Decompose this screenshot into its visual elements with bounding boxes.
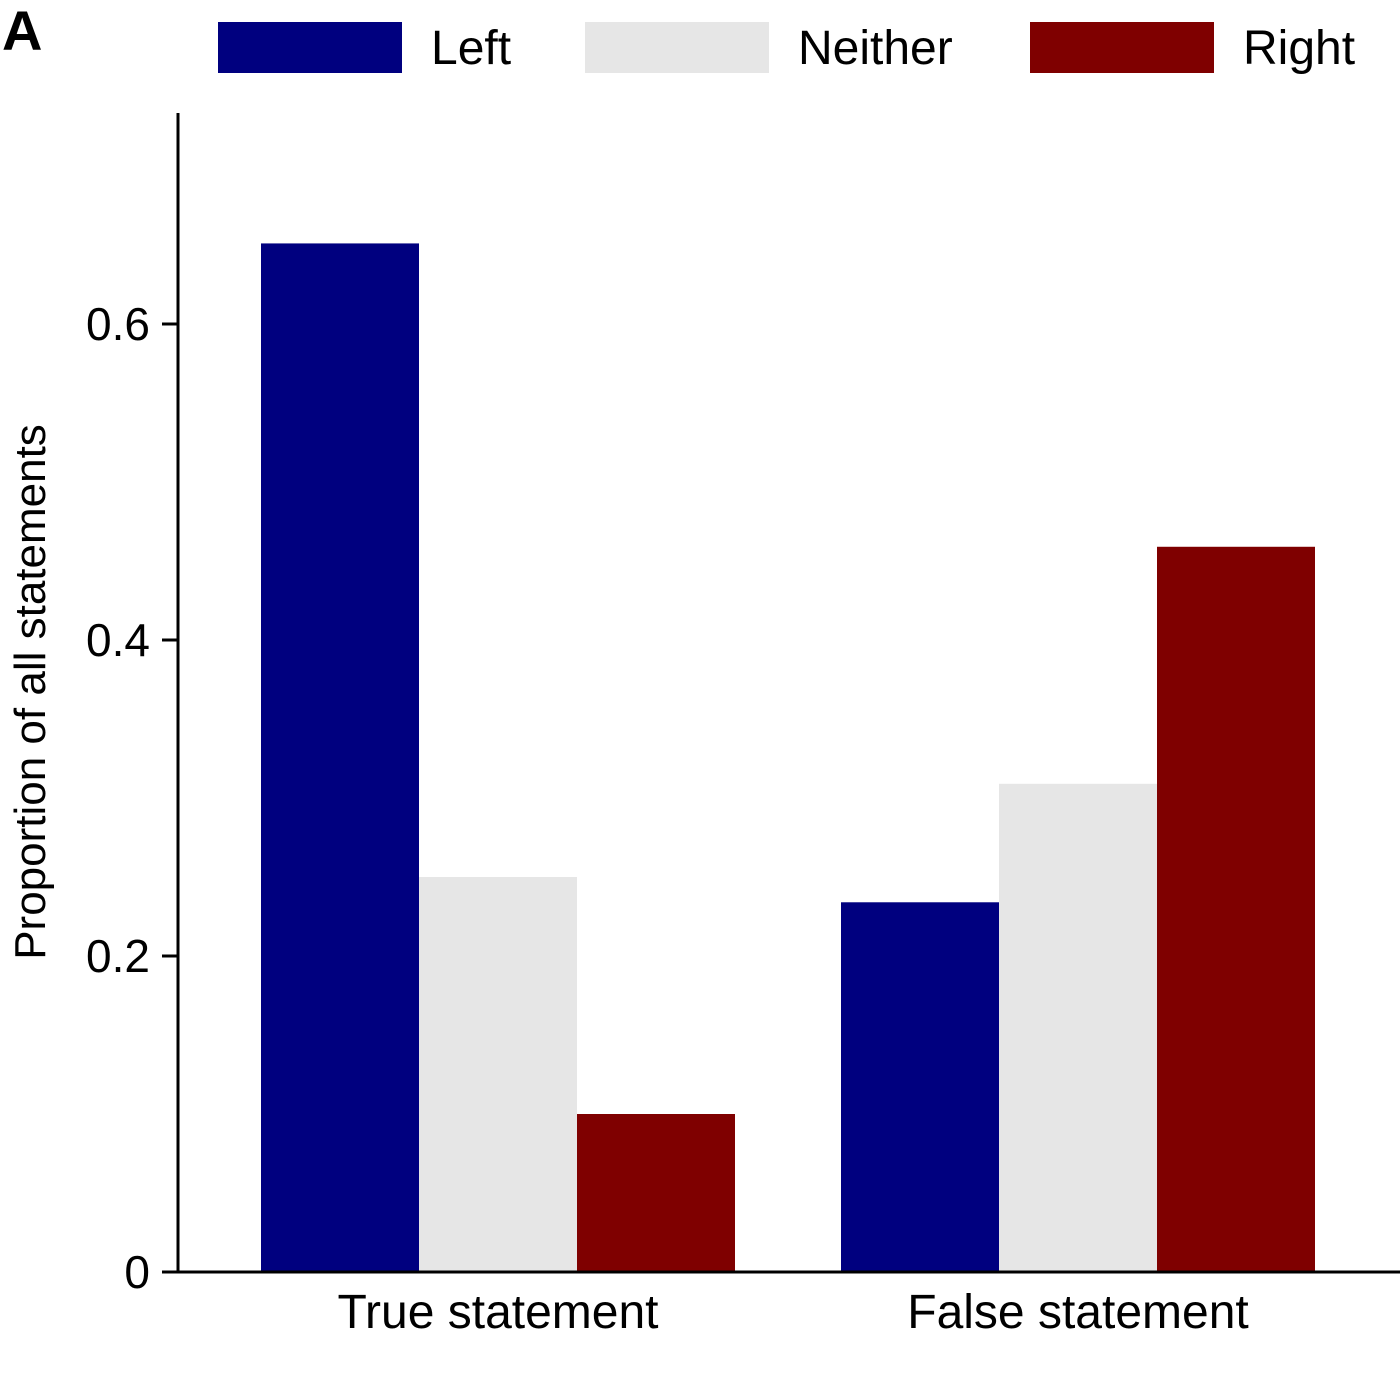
- bar-neither-true: [419, 877, 577, 1272]
- bars: [261, 243, 1315, 1272]
- y-tick-label: 0.6: [86, 298, 150, 350]
- x-category-label: True statement: [337, 1286, 658, 1339]
- bar-left-true: [261, 243, 419, 1272]
- legend-swatch-left: [218, 22, 402, 73]
- legend: Left Neither Right: [218, 22, 1355, 75]
- y-ticks: 0 0.2 0.4 0.6: [86, 298, 178, 1298]
- legend-swatch-right: [1030, 22, 1214, 73]
- legend-label-neither: Neither: [798, 22, 953, 75]
- panel-label: A: [2, 0, 42, 62]
- bar-right-true: [577, 1114, 735, 1272]
- bar-right-false: [1157, 546, 1315, 1272]
- y-tick-label: 0: [124, 1246, 150, 1298]
- bar-neither-false: [999, 783, 1157, 1272]
- bar-left-false: [841, 902, 999, 1272]
- axes: [176, 113, 1400, 1274]
- x-category-labels: True statement False statement: [337, 1286, 1248, 1339]
- legend-label-right: Right: [1243, 22, 1355, 75]
- legend-swatch-neither: [585, 22, 769, 73]
- y-tick-label: 0.2: [86, 930, 150, 982]
- y-tick-label: 0.4: [86, 614, 150, 666]
- x-category-label: False statement: [907, 1286, 1248, 1339]
- y-axis-title: Proportion of all statements: [6, 424, 55, 960]
- legend-label-left: Left: [431, 22, 511, 75]
